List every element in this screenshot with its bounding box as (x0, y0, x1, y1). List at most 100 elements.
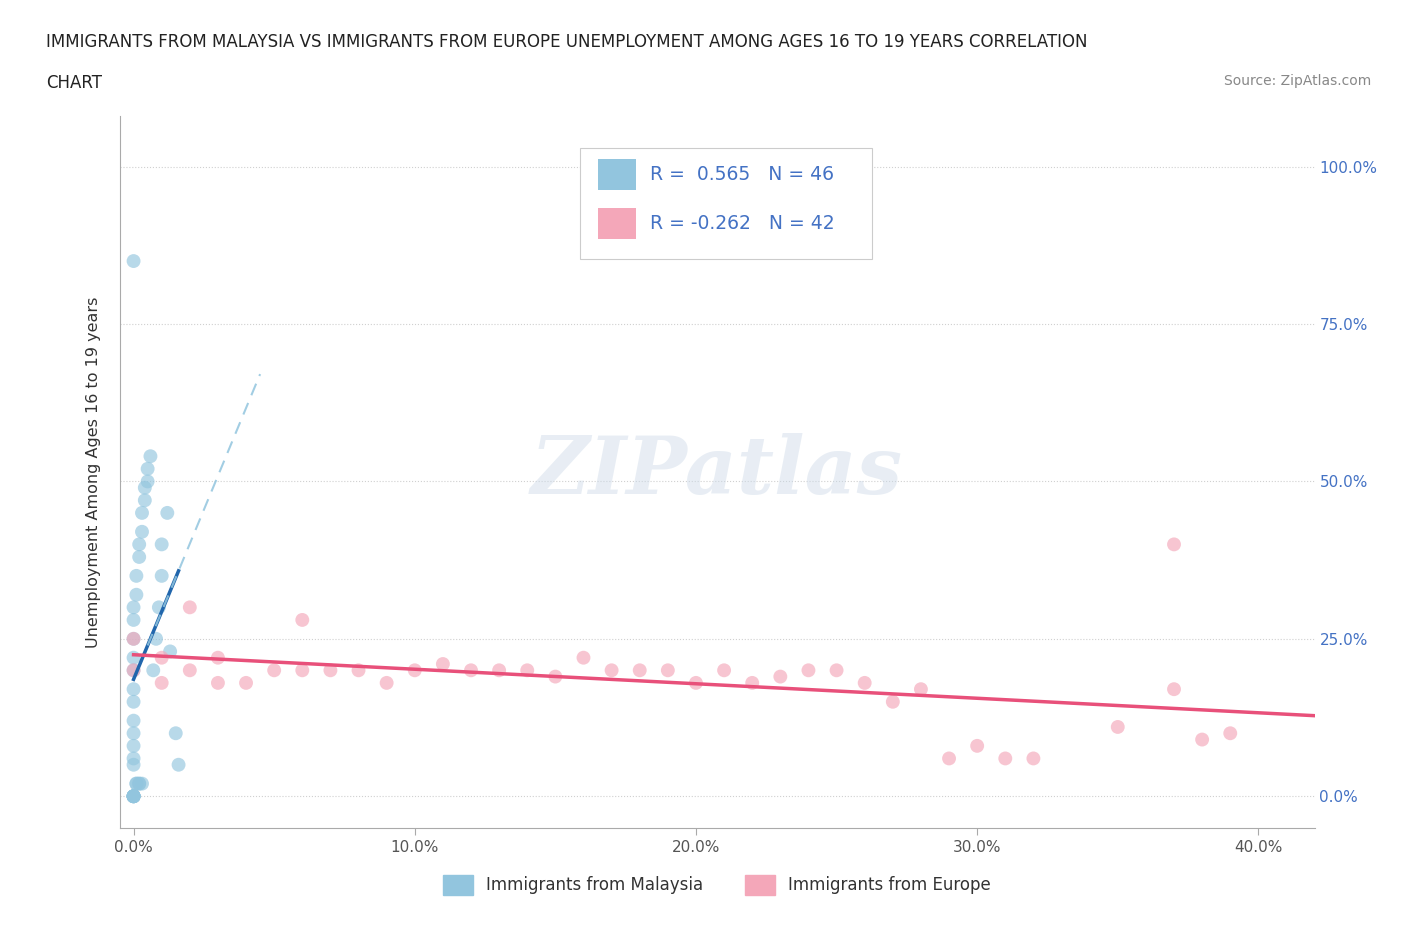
Point (125, 588, 148, 603)
Point (291, 613, 314, 628)
Point (122, 789, 145, 804)
Bar (598, 159, 636, 190)
Point (516, 663, 538, 678)
Point (131, 506, 153, 521)
Point (122, 789, 145, 804)
Point (122, 713, 145, 728)
Point (128, 777, 150, 791)
Point (122, 631, 145, 646)
Point (375, 675, 398, 690)
Point (150, 675, 173, 690)
Point (825, 663, 848, 678)
Point (769, 670, 792, 684)
Point (122, 751, 145, 766)
Point (125, 777, 148, 791)
Point (235, 675, 257, 690)
Point (136, 474, 159, 489)
Point (122, 789, 145, 804)
Point (741, 675, 763, 690)
Point (150, 650, 173, 665)
Point (148, 600, 170, 615)
Text: ZIPatlas: ZIPatlas (531, 433, 903, 511)
Point (122, 631, 145, 646)
Point (156, 506, 179, 521)
Point (207, 650, 229, 665)
Point (122, 682, 145, 697)
Text: R = -0.262   N = 42: R = -0.262 N = 42 (650, 214, 835, 232)
Point (122, 757, 145, 772)
Point (122, 725, 145, 740)
Point (713, 663, 735, 678)
Point (179, 600, 201, 615)
Point (128, 550, 150, 565)
Point (122, 789, 145, 804)
Text: Source: ZipAtlas.com: Source: ZipAtlas.com (1223, 74, 1371, 88)
Point (966, 738, 988, 753)
Point (122, 650, 145, 665)
Point (628, 663, 651, 678)
Point (657, 663, 679, 678)
Point (136, 461, 159, 476)
Point (404, 663, 426, 678)
Point (1163, 537, 1185, 551)
FancyBboxPatch shape (579, 148, 873, 259)
Point (853, 675, 876, 690)
Point (572, 650, 595, 665)
Point (207, 675, 229, 690)
Point (797, 663, 820, 678)
Point (347, 663, 370, 678)
Y-axis label: Unemployment Among Ages 16 to 19 years: Unemployment Among Ages 16 to 19 years (86, 297, 101, 647)
Text: CHART: CHART (46, 74, 103, 92)
Point (600, 663, 623, 678)
Legend: Immigrants from Malaysia, Immigrants from Europe: Immigrants from Malaysia, Immigrants fro… (436, 869, 998, 901)
Point (179, 663, 201, 678)
Point (122, 600, 145, 615)
Point (128, 777, 150, 791)
Point (159, 644, 181, 658)
Point (122, 254, 145, 269)
Point (319, 663, 342, 678)
Text: R =  0.565   N = 46: R = 0.565 N = 46 (650, 166, 834, 184)
Point (122, 738, 145, 753)
Point (139, 449, 162, 464)
Point (150, 568, 173, 583)
Bar (598, 207, 636, 239)
Point (134, 493, 156, 508)
Point (131, 525, 153, 539)
Point (1107, 720, 1129, 735)
Point (122, 663, 145, 678)
Point (685, 675, 707, 690)
Point (122, 663, 145, 678)
Point (994, 751, 1017, 766)
Point (134, 480, 156, 495)
Point (1163, 682, 1185, 697)
Point (1219, 725, 1241, 740)
Point (122, 789, 145, 804)
Point (291, 663, 314, 678)
Point (131, 777, 153, 791)
Text: IMMIGRANTS FROM MALAYSIA VS IMMIGRANTS FROM EUROPE UNEMPLOYMENT AMONG AGES 16 TO: IMMIGRANTS FROM MALAYSIA VS IMMIGRANTS F… (46, 33, 1088, 50)
Point (150, 537, 173, 551)
Point (122, 613, 145, 628)
Point (263, 663, 285, 678)
Point (432, 657, 454, 671)
Point (122, 789, 145, 804)
Point (488, 663, 510, 678)
Point (938, 751, 960, 766)
Point (1191, 732, 1213, 747)
Point (167, 757, 190, 772)
Point (125, 568, 148, 583)
Point (882, 695, 904, 710)
Point (125, 777, 148, 791)
Point (165, 725, 187, 740)
Point (122, 789, 145, 804)
Point (460, 663, 482, 678)
Point (910, 682, 932, 697)
Point (122, 789, 145, 804)
Point (142, 663, 165, 678)
Point (544, 670, 567, 684)
Point (1022, 751, 1045, 766)
Point (122, 695, 145, 710)
Point (145, 631, 167, 646)
Point (128, 537, 150, 551)
